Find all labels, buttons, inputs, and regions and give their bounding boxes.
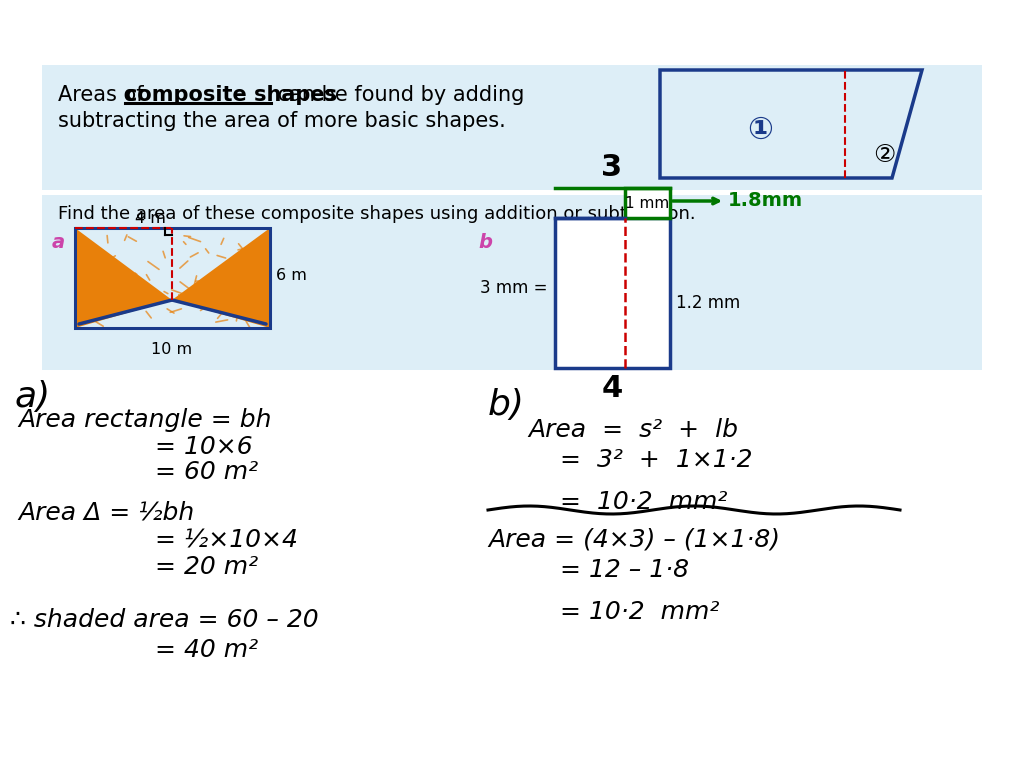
Text: can be found by adding: can be found by adding [271,85,524,105]
Text: ∴ shaded area = 60 – 20: ∴ shaded area = 60 – 20 [10,608,318,632]
Text: =  3²  +  1×1·2: = 3² + 1×1·2 [560,448,753,472]
Polygon shape [660,70,922,178]
Text: = 40 m²: = 40 m² [155,638,258,662]
Text: Area = (4×3) – (1×1·8): Area = (4×3) – (1×1·8) [488,528,780,552]
Bar [42,65,982,190]
Text: 3: 3 [601,153,623,182]
Bar [555,218,670,368]
Text: 10 m: 10 m [152,342,193,357]
Polygon shape [172,228,270,328]
Text: =  10·2  mm²: = 10·2 mm² [560,490,727,514]
Text: subtracting the area of more basic shapes.: subtracting the area of more basic shape… [58,111,506,131]
Bar [625,188,670,218]
Bar [42,195,982,370]
Text: Area Δ = ½bh: Area Δ = ½bh [18,500,195,524]
Polygon shape [75,228,172,328]
Text: 1.2 mm: 1.2 mm [676,294,740,312]
Text: Area  =  s²  +  lb: Area = s² + lb [528,418,738,442]
Text: Area rectangle = bh: Area rectangle = bh [18,408,271,432]
Bar [75,228,270,328]
Text: 1 mm: 1 mm [625,196,669,210]
Text: = 10·2  mm²: = 10·2 mm² [560,600,720,624]
Text: ①: ① [748,115,773,144]
Text: = ½×10×4: = ½×10×4 [155,528,298,552]
Text: = 20 m²: = 20 m² [155,555,258,579]
Text: 4: 4 [601,374,623,403]
Text: Areas of: Areas of [58,85,151,105]
Text: a: a [52,233,66,252]
Text: a): a) [15,380,51,414]
Text: = 10×6: = 10×6 [155,435,253,459]
Text: composite shapes: composite shapes [125,85,337,105]
Text: = 12 – 1·8: = 12 – 1·8 [560,558,689,582]
Text: 4 m: 4 m [134,211,166,226]
Text: ②: ② [872,143,895,167]
Text: = 60 m²: = 60 m² [155,460,258,484]
Text: Find the area of these composite shapes using addition or subtraction.: Find the area of these composite shapes … [58,205,695,223]
Text: 1.8mm: 1.8mm [728,191,803,210]
Text: 3 mm =: 3 mm = [479,279,547,297]
Text: b: b [478,233,492,252]
Text: 6 m: 6 m [276,267,307,283]
Text: b): b) [488,388,525,422]
